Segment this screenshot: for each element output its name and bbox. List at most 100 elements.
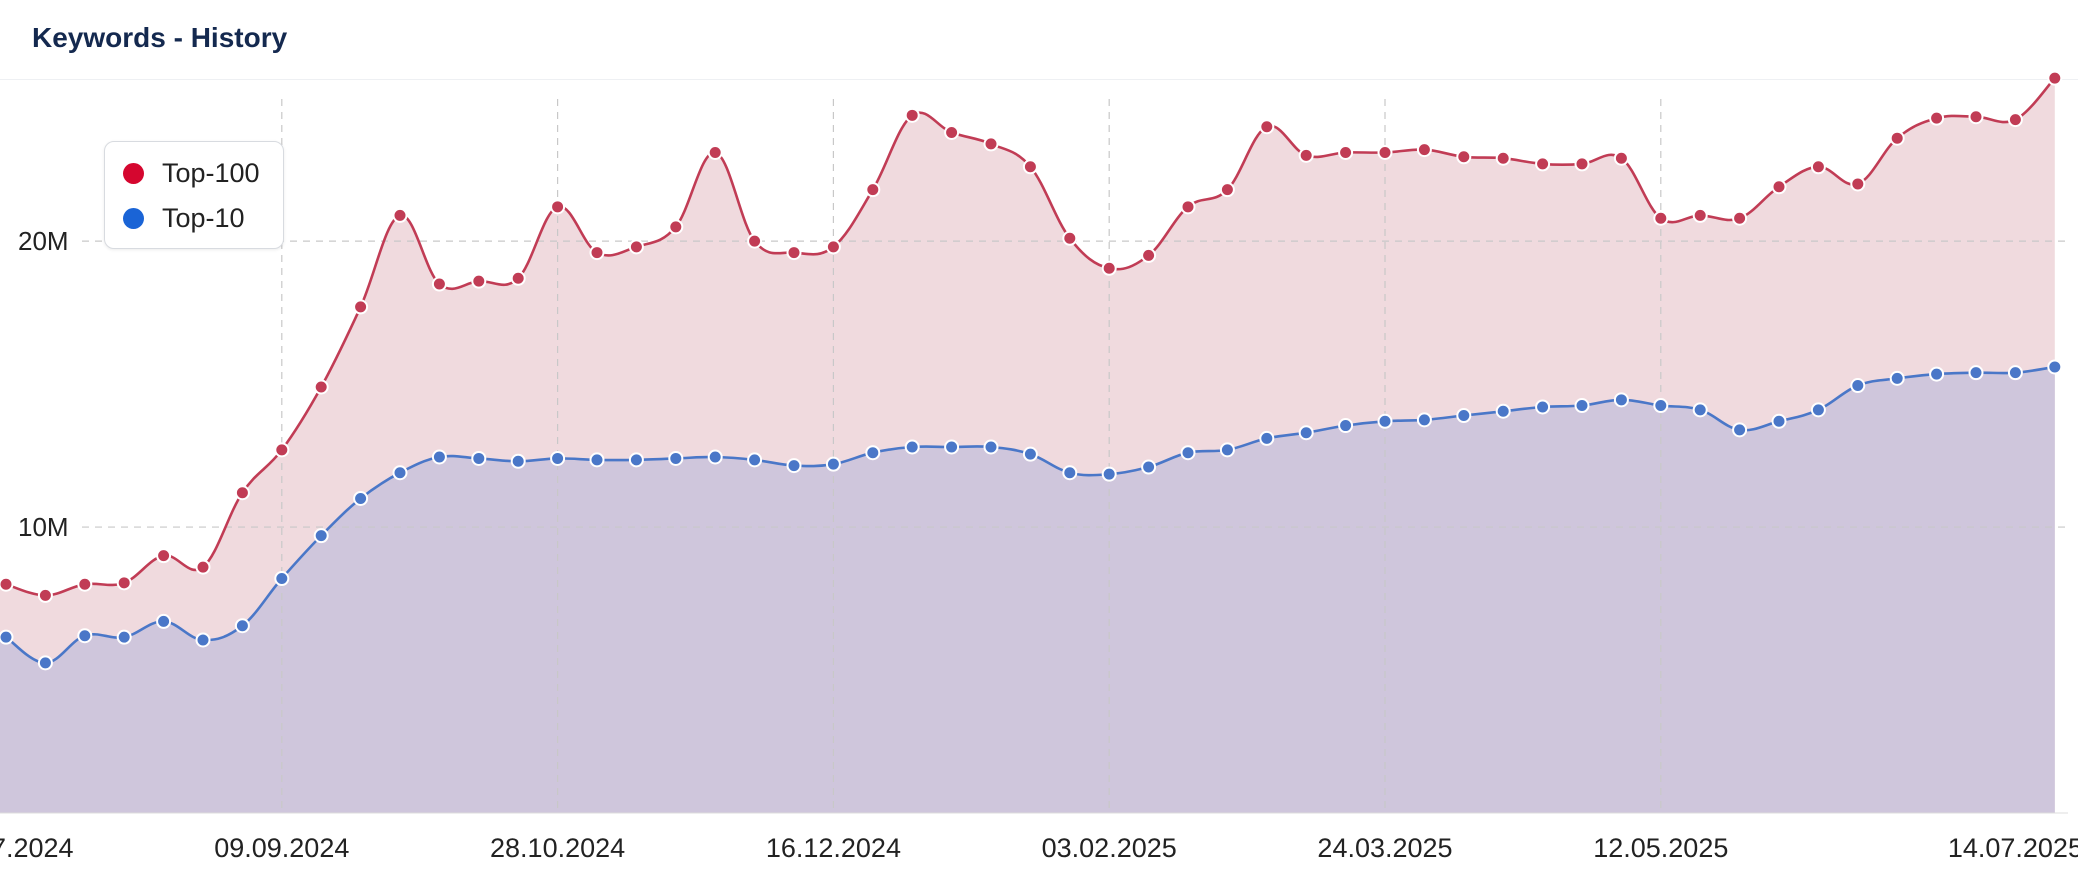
top-10-point: [1692, 402, 1708, 418]
top-10-point: [1101, 466, 1117, 482]
top-100-point: [904, 107, 920, 123]
top-100-point: [1101, 260, 1117, 276]
top-100-point: [0, 576, 14, 592]
top-10-point: [156, 613, 172, 629]
top-10-point: [1771, 413, 1787, 429]
top-10-point: [1456, 408, 1472, 424]
top-10-point: [0, 629, 14, 645]
top-100-point: [1810, 159, 1826, 175]
top-10-point: [1062, 465, 1078, 481]
top-10-point: [550, 450, 566, 466]
top-100-point: [1141, 247, 1157, 263]
top-100-point: [550, 199, 566, 215]
top-100-point: [431, 276, 447, 292]
top-10-point: [825, 456, 841, 472]
top-10-point: [1732, 422, 1748, 438]
top-10-point: [1377, 413, 1393, 429]
x-tick-label: 03.02.2025: [1042, 833, 1177, 863]
top-100-point: [195, 559, 211, 575]
top-10-point: [1141, 459, 1157, 475]
top-100-point: [116, 575, 132, 591]
top-10-point: [116, 629, 132, 645]
top-100-point: [1574, 156, 1590, 172]
top-100-point: [1062, 230, 1078, 246]
top-100-point: [1732, 210, 1748, 226]
top-10-point: [1889, 370, 1905, 386]
top-100-point: [1456, 149, 1472, 165]
top-100-point: [77, 576, 93, 592]
top-10-point: [865, 445, 881, 461]
top-100-point: [156, 548, 172, 564]
top-10-point: [904, 439, 920, 455]
top-10-point: [1259, 430, 1275, 446]
top-100-point: [1377, 144, 1393, 160]
top-100-point: [2007, 112, 2023, 128]
top-100-point: [1219, 182, 1235, 198]
top-10-point: [589, 452, 605, 468]
top-10-point: [353, 490, 369, 506]
legend-label-top-100: Top-100: [162, 157, 260, 188]
top-100-point: [589, 245, 605, 261]
top-100-point: [944, 124, 960, 140]
x-tick-label: 16.12.2024: [766, 833, 901, 863]
top-10-point: [747, 452, 763, 468]
top-10-point: [1929, 366, 1945, 382]
top-10-point: [628, 452, 644, 468]
top-100-point: [353, 299, 369, 315]
top-10-point: [2047, 359, 2063, 375]
top-10-point: [1022, 446, 1038, 462]
top-100-point: [37, 587, 53, 603]
top-10-point: [668, 450, 684, 466]
top-10-point: [77, 628, 93, 644]
legend-item-top-10[interactable]: Top-10: [123, 198, 245, 238]
top-100-point: [1889, 130, 1905, 146]
top-100-point: [628, 239, 644, 255]
top-10-point: [1495, 403, 1511, 419]
top-10-point: [944, 439, 960, 455]
card-title: Keywords - History: [32, 22, 288, 53]
y-tick-label: 10M: [18, 512, 69, 542]
top-100-point: [1692, 207, 1708, 223]
x-tick-label: 28.10.2024: [490, 833, 625, 863]
top-10-point: [313, 528, 329, 544]
top-100-point: [786, 245, 802, 261]
top-100-point: [1259, 119, 1275, 135]
legend-dot-top-10: [123, 207, 144, 229]
top-10-point: [195, 632, 211, 648]
top-100-point: [234, 485, 250, 501]
top-10-point: [1338, 418, 1354, 434]
x-tick-label: 12.05.2025: [1593, 833, 1728, 863]
top-100-point: [2047, 70, 2063, 86]
top-10-point: [1613, 392, 1629, 408]
top-100-point: [1180, 199, 1196, 215]
top-100-point: [1850, 176, 1866, 192]
top-10-point: [37, 655, 53, 671]
top-10-point: [1810, 402, 1826, 418]
top-10-point: [1968, 365, 1984, 381]
top-10-area: [0, 366, 2055, 813]
top-10-point: [234, 618, 250, 634]
top-100-point: [392, 207, 408, 223]
top-100-point: [1495, 150, 1511, 166]
legend: Top-100 Top-10: [104, 141, 284, 249]
top-100-point: [1416, 142, 1432, 158]
top-100-point: [825, 239, 841, 255]
top-10-point: [1219, 442, 1235, 458]
top-100-point: [1022, 159, 1038, 175]
legend-label-top-10: Top-10: [162, 202, 245, 233]
top-100-point: [707, 144, 723, 160]
top-100-point: [510, 270, 526, 286]
y-tick-label: 20M: [18, 226, 69, 256]
top-100-point: [983, 136, 999, 152]
top-100-point: [1613, 150, 1629, 166]
top-10-point: [707, 449, 723, 465]
top-10-point: [1653, 398, 1669, 414]
x-tick-label: 09.09.2024: [214, 833, 349, 863]
top-10-point: [2007, 365, 2023, 381]
top-100-point: [471, 273, 487, 289]
top-100-point: [1535, 156, 1551, 172]
top-10-point: [786, 458, 802, 474]
top-10-point: [431, 449, 447, 465]
legend-item-top-100[interactable]: Top-100: [123, 153, 260, 193]
